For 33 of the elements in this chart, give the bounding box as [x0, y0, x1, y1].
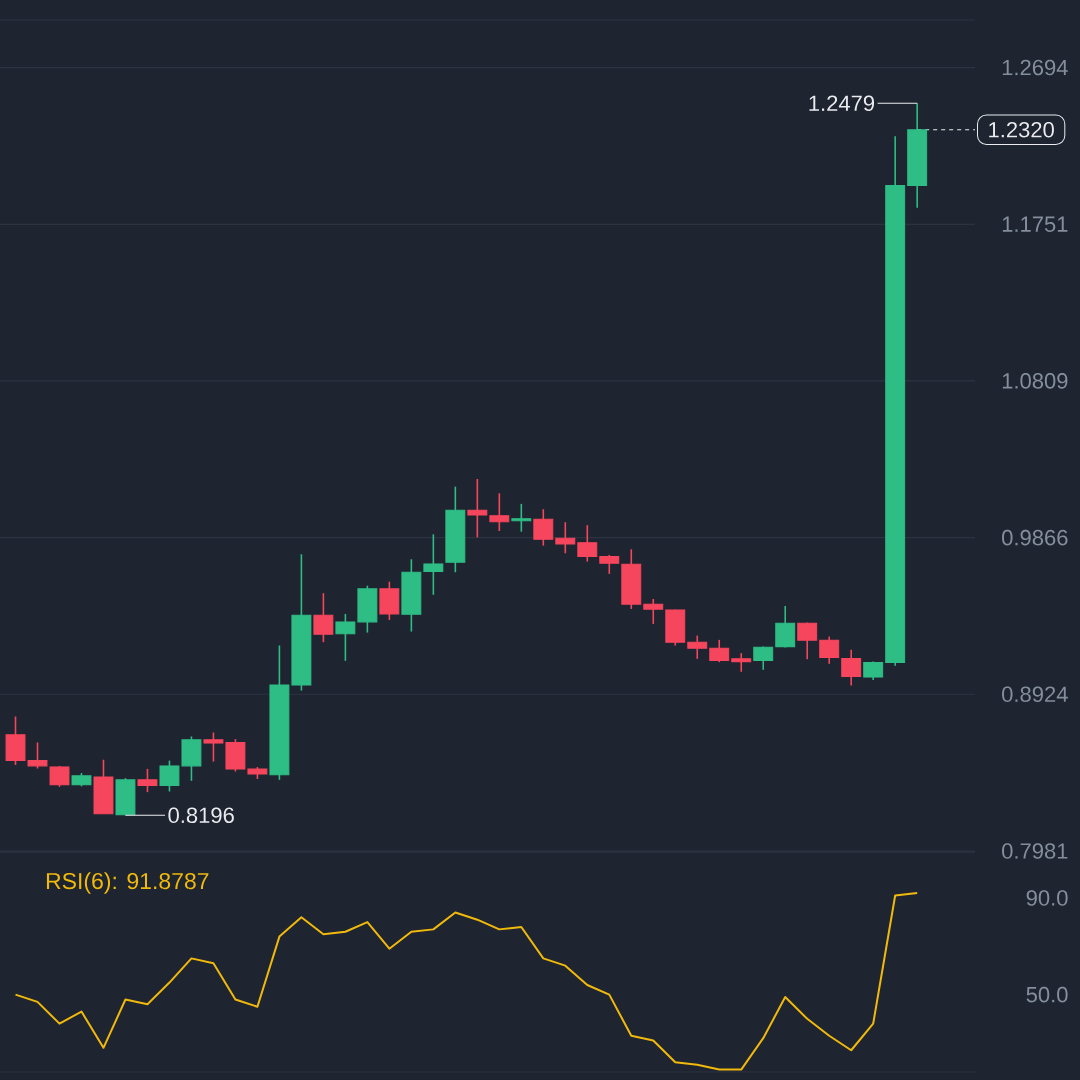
candlestick [863, 660, 884, 681]
candlestick [489, 492, 510, 532]
candlestick [643, 598, 664, 625]
y-tick-label: 0.9866 [1002, 529, 1068, 546]
y-tick-label: 50.0 [1026, 986, 1068, 1003]
y-tick-label: 1.1751 [1002, 216, 1068, 232]
candlestick [819, 635, 840, 665]
candlestick [775, 605, 796, 649]
candlestick [599, 554, 620, 575]
candlestick [797, 621, 818, 660]
candlestick [313, 592, 334, 644]
candlestick [137, 768, 158, 793]
y-tick-label: 0.8924 [1002, 686, 1068, 703]
text: RSI(6): 91.8787 [46, 872, 209, 894]
candlestick [687, 634, 708, 660]
candlestick [731, 652, 752, 673]
y-tick-label: 90.0 [1026, 890, 1068, 906]
candlestick [841, 649, 862, 687]
candlestick [335, 613, 356, 662]
line-series [14, 892, 919, 1071]
y-tick-label: 1.0809 [1002, 373, 1068, 389]
candlestick [511, 503, 532, 533]
annotation: 1.2479 [809, 95, 875, 112]
candlestick [709, 639, 730, 663]
y-tick-label: 0.7981 [1002, 843, 1068, 859]
annotation: 0.8196 [168, 807, 234, 824]
candlestick [555, 521, 576, 555]
candlestick [423, 533, 444, 596]
candlestick [577, 524, 598, 563]
candlestick [467, 478, 488, 539]
y-tick-label: 1.2694 [1002, 59, 1068, 76]
ref-line-label: 1.2320 [989, 121, 1054, 138]
candlestick [533, 508, 554, 547]
